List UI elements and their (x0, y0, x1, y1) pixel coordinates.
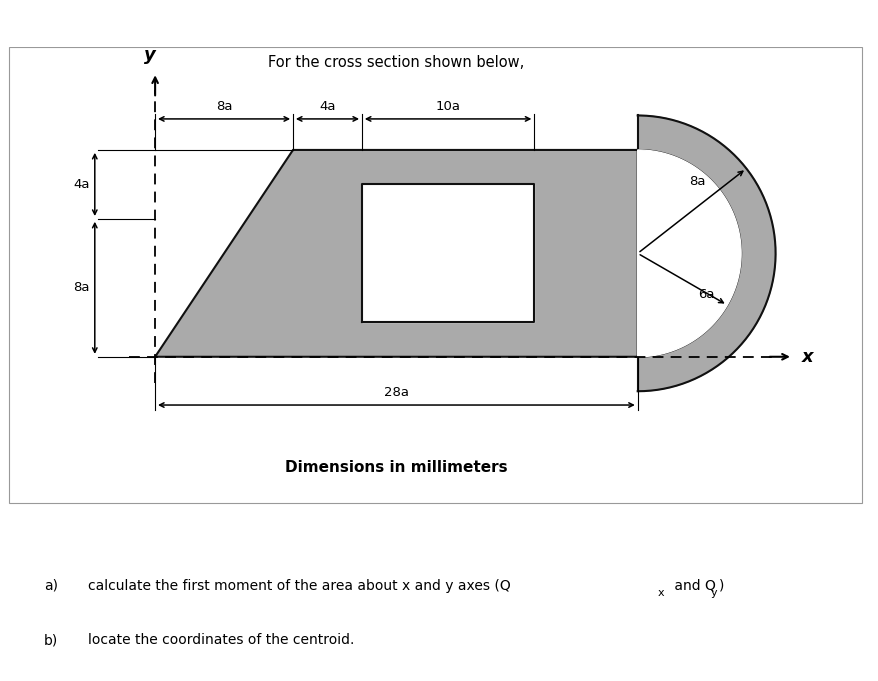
Text: calculate the first moment of the area about x and y axes (Q: calculate the first moment of the area a… (88, 579, 510, 593)
Text: 6a: 6a (697, 288, 714, 301)
Text: a): a) (44, 579, 58, 593)
Text: 8a: 8a (216, 100, 232, 113)
Text: y: y (144, 46, 155, 64)
Text: x: x (657, 588, 664, 599)
Text: x: x (801, 348, 812, 366)
Text: 28a: 28a (384, 386, 408, 399)
Text: 4a: 4a (319, 100, 335, 113)
Text: b): b) (44, 633, 58, 648)
Text: For the cross section shown below,: For the cross section shown below, (268, 55, 524, 70)
Text: 8a: 8a (73, 281, 90, 294)
Text: 8a: 8a (688, 175, 705, 188)
Text: 4a: 4a (73, 178, 90, 191)
Polygon shape (637, 116, 774, 392)
Polygon shape (155, 150, 637, 357)
Polygon shape (637, 150, 740, 357)
Polygon shape (362, 185, 534, 322)
Text: ): ) (718, 579, 723, 593)
Text: Dimensions in millimeters: Dimensions in millimeters (284, 460, 507, 475)
Text: and Q: and Q (669, 579, 715, 593)
Text: y: y (709, 588, 716, 599)
Text: 10a: 10a (435, 100, 460, 113)
Text: locate the coordinates of the centroid.: locate the coordinates of the centroid. (88, 633, 354, 648)
